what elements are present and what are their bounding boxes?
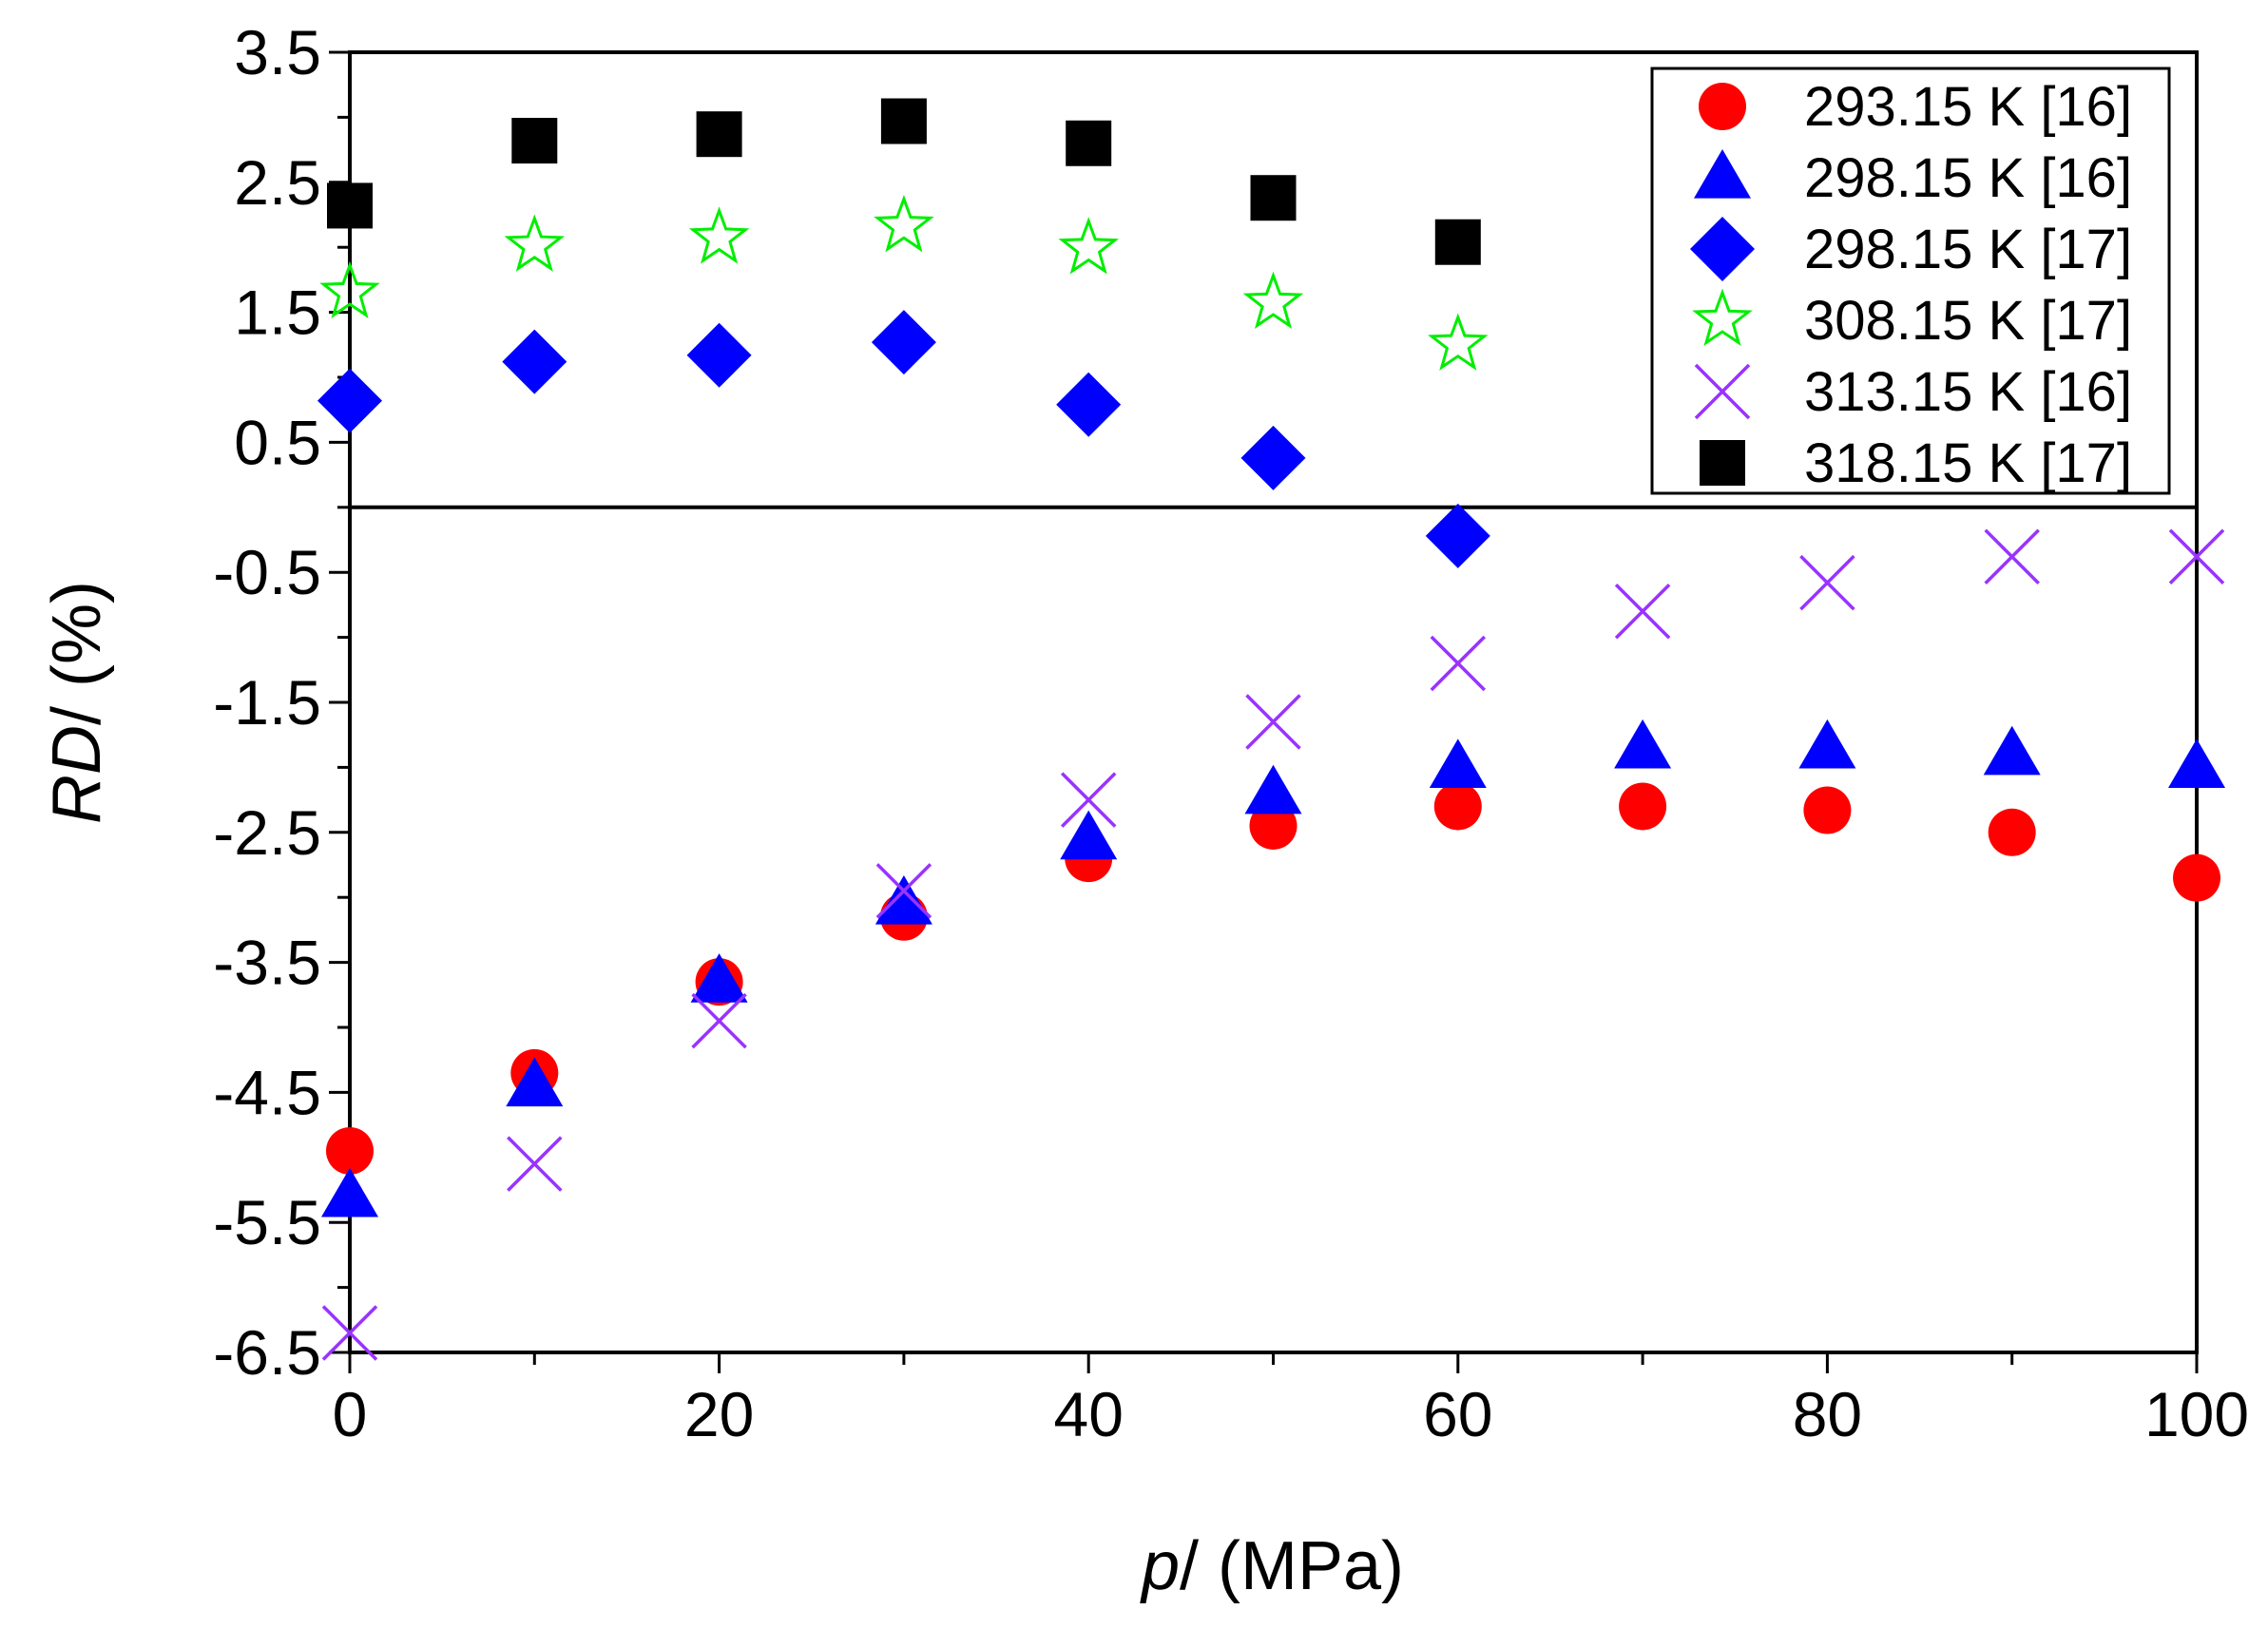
data-point — [688, 206, 750, 264]
data-point — [1614, 584, 1671, 640]
data-point — [1244, 764, 1302, 814]
data-point — [1803, 786, 1852, 834]
series-x — [321, 528, 2225, 1361]
y-tick-label: -5.5 — [213, 1187, 321, 1257]
data-point — [1060, 772, 1117, 828]
legend-item: 298.15 K [17] — [1690, 217, 2132, 281]
legend: 293.15 K [16] 298.15 K [16] 298.15 K [17] 3… — [1650, 67, 2171, 495]
data-point — [319, 260, 380, 319]
data-point — [1614, 719, 1672, 769]
legend-marker — [1694, 149, 1751, 199]
data-point — [875, 863, 932, 919]
legend-item: 318.15 K [17] — [1700, 432, 2132, 494]
legend-marker — [1690, 217, 1755, 281]
data-point — [1249, 801, 1297, 850]
y-tick-label: -1.5 — [213, 667, 321, 738]
series-triangle — [321, 719, 2225, 1217]
data-point — [1799, 554, 1855, 611]
y-tick-label: 3.5 — [234, 17, 321, 87]
data-point — [1984, 528, 2040, 585]
data-point — [327, 182, 373, 229]
data-point — [2168, 528, 2225, 585]
y-tick-label: -2.5 — [213, 797, 321, 868]
data-point — [317, 368, 382, 433]
data-point — [2168, 738, 2225, 788]
series-square — [327, 98, 1481, 265]
data-point — [1058, 217, 1119, 275]
tick-labels: 0 20 40 60 80 100 3.5 2.5 1.5 0.5 -0.5 -1.5 -2.5 -3.5… — [213, 17, 2249, 1449]
data-point — [1056, 372, 1122, 437]
y-tick-label: -6.5 — [213, 1317, 321, 1388]
data-point — [880, 98, 927, 144]
data-point — [1428, 313, 1489, 371]
data-point — [1430, 635, 1487, 692]
data-point — [506, 1057, 564, 1107]
data-point — [874, 194, 934, 253]
legend-label: 308.15 K [17] — [1804, 290, 2132, 352]
plot-area: 0 20 40 60 80 100 3.5 2.5 1.5 0.5 -0.5 -1.5 -2.5 -3.5… — [213, 17, 2249, 1449]
legend-item: 298.15 K [16] — [1694, 147, 2132, 209]
data-point — [511, 118, 558, 164]
legend-item: 293.15 K [16] — [1699, 76, 2132, 138]
data-point — [1240, 425, 1306, 490]
legend-label: 298.15 K [16] — [1804, 147, 2132, 209]
series-circle — [326, 782, 2220, 1175]
y-tick-label: 0.5 — [234, 407, 321, 477]
legend-marker — [1700, 440, 1745, 486]
data-point — [1060, 810, 1118, 860]
x-tick-label: 0 — [333, 1379, 368, 1449]
data-point — [871, 310, 936, 375]
data-point — [321, 1167, 378, 1217]
data-point — [690, 953, 748, 1003]
data-point — [1250, 175, 1297, 221]
legend-box — [1650, 67, 2171, 495]
x-axis-title: p/ (MPa) — [1140, 1528, 1404, 1604]
legend-label: 293.15 K [16] — [1804, 76, 2132, 138]
x-tick-label: 60 — [1423, 1379, 1492, 1449]
legend-item: 308.15 K [17] — [1692, 288, 2132, 352]
data-point — [686, 322, 752, 388]
data-point — [1433, 782, 1482, 831]
data-points — [317, 98, 2225, 1361]
x-tick-label: 80 — [1793, 1379, 1862, 1449]
data-point — [1429, 738, 1487, 788]
data-point — [875, 875, 932, 925]
y-axis-title: RD/ (%) — [39, 581, 115, 824]
x-tick-label: 40 — [1053, 1379, 1123, 1449]
data-point — [1988, 808, 2036, 856]
data-point — [1242, 271, 1304, 330]
data-point — [502, 329, 567, 394]
data-point — [507, 1136, 563, 1192]
legend-label: 313.15 K [16] — [1804, 361, 2132, 423]
data-point — [321, 1305, 378, 1361]
data-point — [1066, 120, 1112, 166]
data-point — [691, 992, 747, 1049]
legend-label: 318.15 K [17] — [1804, 432, 2132, 494]
data-point — [326, 1126, 374, 1175]
x-tick-label: 100 — [2144, 1379, 2249, 1449]
x-tick-label: 20 — [684, 1379, 754, 1449]
data-point — [1425, 503, 1490, 568]
legend-label: 298.15 K [17] — [1804, 219, 2132, 280]
data-point — [1434, 219, 1481, 265]
series-diamond — [317, 310, 1490, 568]
legend-marker — [1694, 363, 1751, 420]
data-point — [2173, 853, 2220, 902]
legend-marker — [1692, 288, 1753, 347]
data-point — [504, 214, 566, 272]
legend-marker — [1699, 83, 1746, 130]
data-point — [696, 111, 742, 158]
y-tick-label: 1.5 — [234, 278, 321, 348]
y-tick-label: -4.5 — [213, 1057, 321, 1127]
series-star — [319, 194, 1489, 371]
y-tick-label: 2.5 — [234, 147, 321, 218]
y-tick-label: -3.5 — [213, 928, 321, 998]
data-point — [1619, 782, 1667, 831]
y-tick-label: -0.5 — [213, 537, 321, 607]
data-point — [1245, 694, 1301, 750]
legend-item: 313.15 K [16] — [1694, 361, 2132, 423]
data-point — [1983, 725, 2041, 776]
data-point — [1798, 719, 1856, 769]
